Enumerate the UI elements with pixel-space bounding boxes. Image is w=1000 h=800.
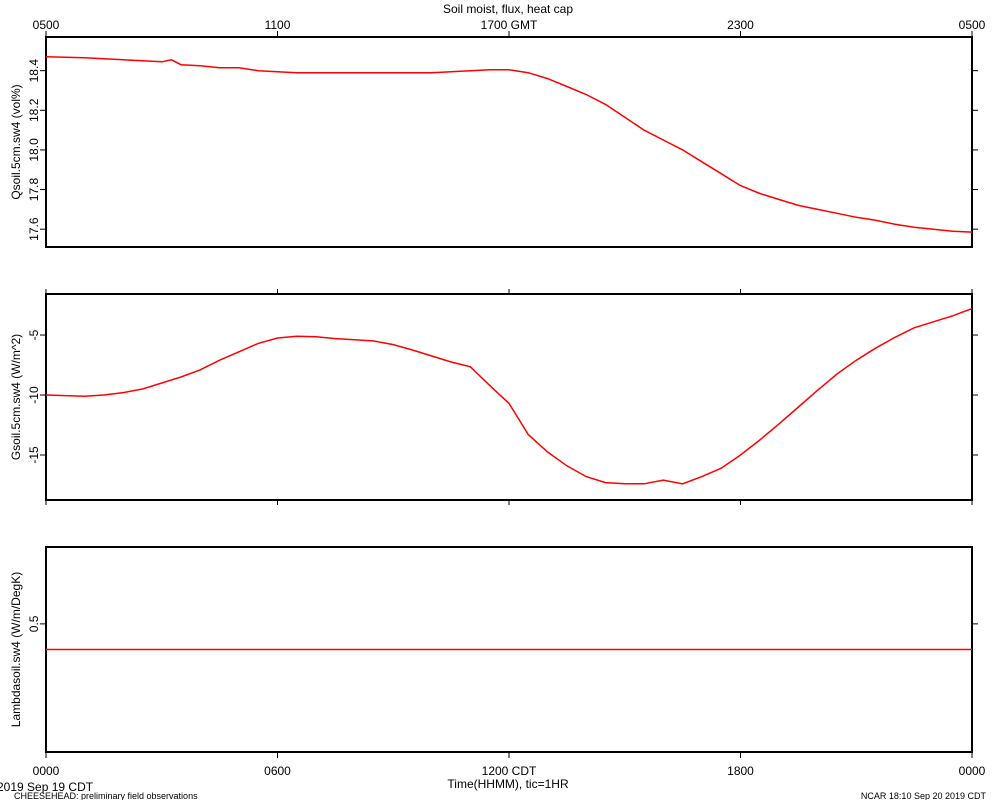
y-tick-label: 17.8 [27, 178, 41, 202]
x-tick-label: 0000 [959, 764, 986, 778]
y-tick-label: -10 [27, 386, 41, 404]
y-tick-label: 18.4 [27, 59, 41, 83]
plot-frame [45, 36, 973, 248]
plot-frame [45, 293, 973, 501]
x-tick-label: 1100 [265, 18, 291, 32]
y-axis-label: Lambdasoil.sw4 (W/m/DegK) [9, 572, 23, 727]
y-tick-label: 18.2 [27, 98, 41, 122]
x-tick-label: 2300 [727, 18, 754, 32]
y-tick-label: 17.6 [27, 217, 41, 241]
data-line [45, 56, 973, 233]
y-tick-label: -5 [27, 329, 41, 340]
x-tick-label: 0500 [959, 18, 986, 32]
data-line [45, 307, 973, 485]
credit-label: NCAR 18:10 Sep 20 2019 CDT [861, 791, 987, 800]
y-tick-label: -15 [27, 446, 41, 464]
x-tick-label: 1800 [727, 764, 754, 778]
x-tick-label: 1700 GMT [481, 18, 538, 32]
y-axis-label: Gsoil.5cm.sw4 (W/m^2) [9, 334, 23, 460]
x-tick-label: 1200 CDT [482, 764, 537, 778]
chart-title: Soil moist, flux, heat cap [443, 2, 573, 16]
y-tick-label: 18.0 [27, 138, 41, 162]
y-axis-label: Qsoil.5cm.sw4 (vol%) [9, 84, 23, 199]
date-label: 2019 Sep 19 CDT [0, 780, 94, 794]
y-tick-label: 0.5 [27, 615, 41, 632]
project-label: CHEESEHEAD: preliminary field observatio… [14, 791, 198, 800]
x-tick-label: 0000 [33, 764, 60, 778]
x-tick-label: 0600 [264, 764, 291, 778]
x-tick-label: 0500 [33, 18, 60, 32]
x-axis-label: Time(HHMM), tic=1HR [447, 777, 569, 791]
